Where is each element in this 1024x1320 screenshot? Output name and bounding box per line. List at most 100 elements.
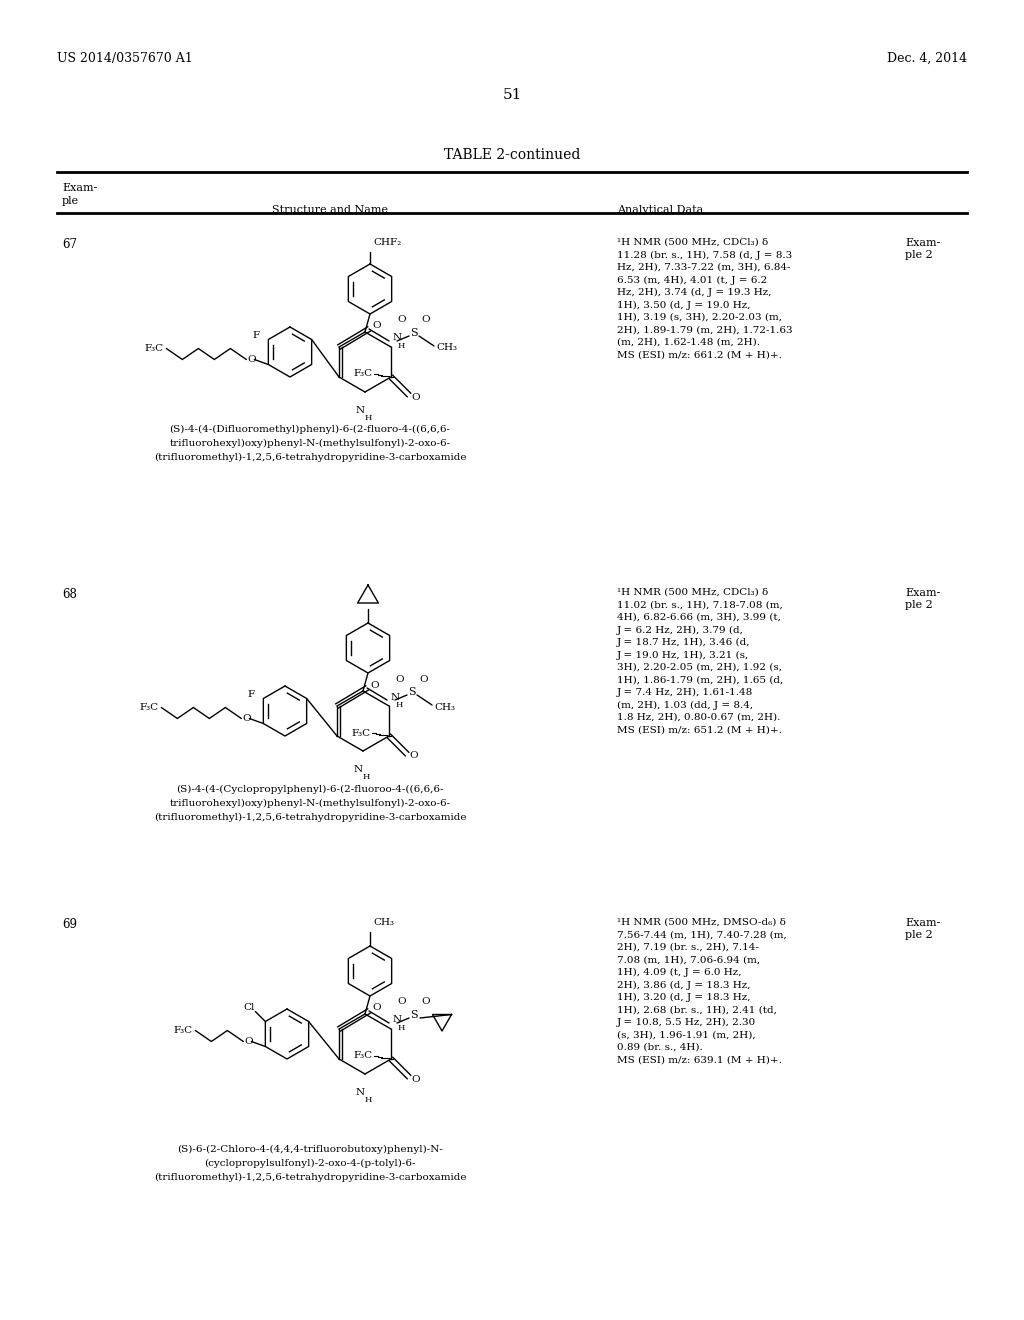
Text: TABLE 2-continued: TABLE 2-continued	[443, 148, 581, 162]
Text: (m, 2H), 1.62-1.48 (m, 2H).: (m, 2H), 1.62-1.48 (m, 2H).	[617, 338, 760, 347]
Text: J = 10.8, 5.5 Hz, 2H), 2.30: J = 10.8, 5.5 Hz, 2H), 2.30	[617, 1018, 757, 1027]
Text: Exam-: Exam-	[905, 238, 940, 248]
Text: J = 6.2 Hz, 2H), 3.79 (d,: J = 6.2 Hz, 2H), 3.79 (d,	[617, 626, 743, 635]
Text: 1H), 1.86-1.79 (m, 2H), 1.65 (d,: 1H), 1.86-1.79 (m, 2H), 1.65 (d,	[617, 676, 783, 685]
Text: 1H), 3.50 (d, J = 19.0 Hz,: 1H), 3.50 (d, J = 19.0 Hz,	[617, 301, 751, 310]
Text: O: O	[409, 751, 418, 760]
Text: ple 2: ple 2	[905, 249, 933, 260]
Text: O: O	[370, 681, 379, 689]
Text: MS (ESI) m/z: 639.1 (M + H)+.: MS (ESI) m/z: 639.1 (M + H)+.	[617, 1056, 782, 1064]
Text: trifluorohexyl)oxy)phenyl-N-(methylsulfonyl)-2-oxo-6-: trifluorohexyl)oxy)phenyl-N-(methylsulfo…	[169, 440, 451, 447]
Text: F: F	[248, 690, 255, 700]
Text: N: N	[355, 407, 365, 414]
Text: 7.56-7.44 (m, 1H), 7.40-7.28 (m,: 7.56-7.44 (m, 1H), 7.40-7.28 (m,	[617, 931, 786, 940]
Text: O: O	[420, 675, 428, 684]
Text: 69: 69	[62, 917, 77, 931]
Text: 4H), 6.82-6.66 (m, 3H), 3.99 (t,: 4H), 6.82-6.66 (m, 3H), 3.99 (t,	[617, 612, 781, 622]
Text: Exam-: Exam-	[62, 183, 97, 193]
Text: N: N	[392, 1015, 401, 1024]
Text: O: O	[411, 1074, 420, 1084]
Text: CHF₂: CHF₂	[373, 238, 401, 247]
Text: Exam-: Exam-	[905, 917, 940, 928]
Text: 1.8 Hz, 2H), 0.80-0.67 (m, 2H).: 1.8 Hz, 2H), 0.80-0.67 (m, 2H).	[617, 713, 780, 722]
Text: O: O	[244, 1038, 253, 1045]
Text: O: O	[395, 675, 404, 684]
Text: ¹H NMR (500 MHz, CDCl₃) δ: ¹H NMR (500 MHz, CDCl₃) δ	[617, 587, 768, 597]
Text: Dec. 4, 2014: Dec. 4, 2014	[887, 51, 967, 65]
Text: (m, 2H), 1.03 (dd, J = 8.4,: (m, 2H), 1.03 (dd, J = 8.4,	[617, 701, 753, 710]
Text: (s, 3H), 1.96-1.91 (m, 2H),: (s, 3H), 1.96-1.91 (m, 2H),	[617, 1031, 756, 1040]
Text: O: O	[422, 315, 430, 325]
Text: 51: 51	[503, 88, 521, 102]
Text: N: N	[353, 766, 362, 774]
Text: F₃C: F₃C	[139, 704, 159, 711]
Text: F₃C: F₃C	[144, 345, 164, 352]
Text: Hz, 2H), 7.33-7.22 (m, 3H), 6.84-: Hz, 2H), 7.33-7.22 (m, 3H), 6.84-	[617, 263, 791, 272]
Text: MS (ESI) m/z: 661.2 (M + H)+.: MS (ESI) m/z: 661.2 (M + H)+.	[617, 351, 782, 359]
Text: J = 19.0 Hz, 1H), 3.21 (s,: J = 19.0 Hz, 1H), 3.21 (s,	[617, 651, 750, 660]
Text: H: H	[396, 701, 403, 709]
Text: 11.28 (br. s., 1H), 7.58 (d, J = 8.3: 11.28 (br. s., 1H), 7.58 (d, J = 8.3	[617, 251, 793, 260]
Text: 7.08 (m, 1H), 7.06-6.94 (m,: 7.08 (m, 1H), 7.06-6.94 (m,	[617, 956, 760, 965]
Text: (S)-6-(2-Chloro-4-(4,4,4-trifluorobutoxy)phenyl)-N-: (S)-6-(2-Chloro-4-(4,4,4-trifluorobutoxy…	[177, 1144, 443, 1154]
Text: N: N	[390, 693, 399, 701]
Text: CH₃: CH₃	[434, 702, 455, 711]
Text: ¹H NMR (500 MHz, DMSO-d₆) δ: ¹H NMR (500 MHz, DMSO-d₆) δ	[617, 917, 785, 927]
Text: O: O	[411, 392, 420, 401]
Text: 3H), 2.20-2.05 (m, 2H), 1.92 (s,: 3H), 2.20-2.05 (m, 2H), 1.92 (s,	[617, 663, 782, 672]
Text: US 2014/0357670 A1: US 2014/0357670 A1	[57, 51, 193, 65]
Text: S: S	[409, 686, 416, 697]
Text: N: N	[355, 1088, 365, 1097]
Text: S: S	[411, 1010, 418, 1020]
Text: CH₃: CH₃	[373, 917, 394, 927]
Text: H: H	[365, 414, 372, 422]
Text: F₃C: F₃C	[352, 729, 371, 738]
Text: 67: 67	[62, 238, 77, 251]
Text: F: F	[253, 331, 260, 341]
Text: (S)-4-(4-(Cyclopropylphenyl)-6-(2-fluoroo-4-((6,6,6-: (S)-4-(4-(Cyclopropylphenyl)-6-(2-fluoro…	[176, 785, 443, 795]
Text: trifluorohexyl)oxy)phenyl-N-(methylsulfonyl)-2-oxo-6-: trifluorohexyl)oxy)phenyl-N-(methylsulfo…	[169, 799, 451, 808]
Text: 1H), 4.09 (t, J = 6.0 Hz,: 1H), 4.09 (t, J = 6.0 Hz,	[617, 968, 741, 977]
Text: S: S	[411, 327, 418, 338]
Text: 2H), 3.86 (d, J = 18.3 Hz,: 2H), 3.86 (d, J = 18.3 Hz,	[617, 981, 751, 990]
Text: CH₃: CH₃	[436, 343, 457, 352]
Text: (trifluoromethyl)-1,2,5,6-tetrahydropyridine-3-carboxamide: (trifluoromethyl)-1,2,5,6-tetrahydropyri…	[154, 1173, 466, 1183]
Text: N: N	[392, 334, 401, 342]
Text: H: H	[398, 1024, 406, 1032]
Text: Analytical Data: Analytical Data	[617, 205, 703, 215]
Text: (cyclopropylsulfonyl)-2-oxo-4-(p-tolyl)-6-: (cyclopropylsulfonyl)-2-oxo-4-(p-tolyl)-…	[204, 1159, 416, 1168]
Text: F₃C: F₃C	[173, 1026, 193, 1035]
Text: F₃C: F₃C	[354, 1052, 373, 1060]
Text: 68: 68	[62, 587, 77, 601]
Text: (S)-4-(4-(Difluoromethyl)phenyl)-6-(2-fluoro-4-((6,6,6-: (S)-4-(4-(Difluoromethyl)phenyl)-6-(2-fl…	[170, 425, 451, 434]
Text: O: O	[422, 998, 430, 1006]
Text: O: O	[247, 355, 256, 364]
Text: 6.53 (m, 4H), 4.01 (t, J = 6.2: 6.53 (m, 4H), 4.01 (t, J = 6.2	[617, 276, 767, 285]
Text: Cl: Cl	[244, 1003, 255, 1012]
Text: 2H), 1.89-1.79 (m, 2H), 1.72-1.63: 2H), 1.89-1.79 (m, 2H), 1.72-1.63	[617, 326, 793, 334]
Text: O: O	[372, 322, 381, 330]
Text: J = 18.7 Hz, 1H), 3.46 (d,: J = 18.7 Hz, 1H), 3.46 (d,	[617, 638, 751, 647]
Text: ple: ple	[62, 195, 79, 206]
Text: J = 7.4 Hz, 2H), 1.61-1.48: J = 7.4 Hz, 2H), 1.61-1.48	[617, 688, 754, 697]
Text: Hz, 2H), 3.74 (d, J = 19.3 Hz,: Hz, 2H), 3.74 (d, J = 19.3 Hz,	[617, 288, 771, 297]
Text: MS (ESI) m/z: 651.2 (M + H)+.: MS (ESI) m/z: 651.2 (M + H)+.	[617, 726, 782, 734]
Text: O: O	[397, 315, 407, 325]
Text: 1H), 3.20 (d, J = 18.3 Hz,: 1H), 3.20 (d, J = 18.3 Hz,	[617, 993, 751, 1002]
Text: (trifluoromethyl)-1,2,5,6-tetrahydropyridine-3-carboxamide: (trifluoromethyl)-1,2,5,6-tetrahydropyri…	[154, 813, 466, 822]
Text: 1H), 3.19 (s, 3H), 2.20-2.03 (m,: 1H), 3.19 (s, 3H), 2.20-2.03 (m,	[617, 313, 782, 322]
Text: 0.89 (br. s., 4H).: 0.89 (br. s., 4H).	[617, 1043, 702, 1052]
Text: Structure and Name: Structure and Name	[272, 205, 388, 215]
Text: H: H	[365, 1096, 372, 1104]
Text: ¹H NMR (500 MHz, CDCl₃) δ: ¹H NMR (500 MHz, CDCl₃) δ	[617, 238, 768, 247]
Text: O: O	[397, 998, 407, 1006]
Text: 1H), 2.68 (br. s., 1H), 2.41 (td,: 1H), 2.68 (br. s., 1H), 2.41 (td,	[617, 1006, 777, 1015]
Text: ple 2: ple 2	[905, 931, 933, 940]
Text: O: O	[242, 714, 251, 723]
Text: H: H	[398, 342, 406, 350]
Text: ple 2: ple 2	[905, 601, 933, 610]
Text: 11.02 (br. s., 1H), 7.18-7.08 (m,: 11.02 (br. s., 1H), 7.18-7.08 (m,	[617, 601, 782, 610]
Text: O: O	[372, 1003, 381, 1012]
Text: Exam-: Exam-	[905, 587, 940, 598]
Text: (trifluoromethyl)-1,2,5,6-tetrahydropyridine-3-carboxamide: (trifluoromethyl)-1,2,5,6-tetrahydropyri…	[154, 453, 466, 462]
